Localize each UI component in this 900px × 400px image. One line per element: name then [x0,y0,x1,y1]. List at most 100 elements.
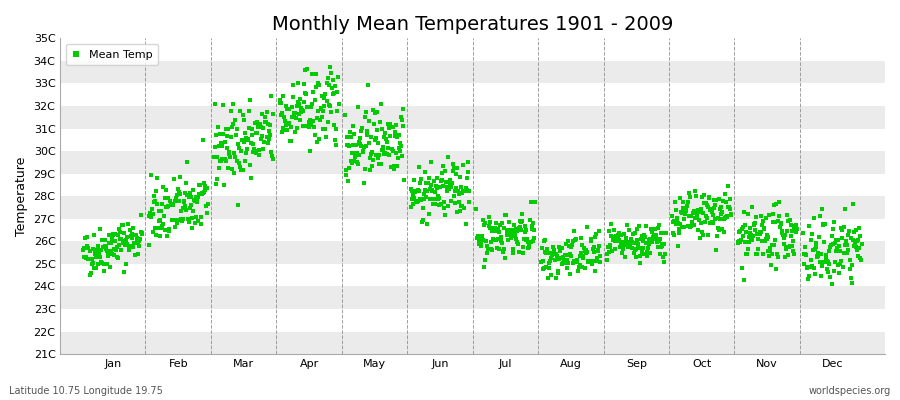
Mean Temp [701,232,716,238]
Mean Temp [849,227,863,233]
Mean Temp [299,91,313,98]
Mean Temp [386,166,400,172]
Mean Temp [307,124,321,130]
Mean Temp [169,220,184,226]
Mean Temp [622,227,636,234]
Mean Temp [104,251,119,257]
Mean Temp [182,219,196,225]
Mean Temp [803,264,817,270]
Mean Temp [484,239,499,246]
Mean Temp [352,152,366,158]
Bar [60,151,885,174]
Mean Temp [471,235,485,242]
Bar [60,61,885,84]
Mean Temp [634,236,648,242]
Mean Temp [155,223,169,229]
Mean Temp [508,230,522,236]
Mean Temp [119,260,133,267]
Mean Temp [592,252,607,259]
Mean Temp [704,206,718,212]
Mean Temp [412,180,427,186]
Mean Temp [388,128,402,135]
Mean Temp [154,208,168,214]
Mean Temp [758,238,772,244]
Mean Temp [162,226,176,232]
Mean Temp [563,251,578,257]
Mean Temp [750,251,764,257]
Mean Temp [845,280,859,286]
Mean Temp [249,119,264,125]
Mean Temp [214,142,229,149]
Mean Temp [541,274,555,281]
Mean Temp [455,189,470,196]
Mean Temp [200,185,214,192]
Mean Temp [379,136,393,142]
Mean Temp [499,212,513,218]
Bar [60,38,885,61]
Mean Temp [706,220,720,226]
Mean Temp [146,229,160,235]
Mean Temp [294,108,309,115]
Mean Temp [182,194,196,200]
Mean Temp [679,211,693,218]
Mean Temp [685,219,699,225]
Mean Temp [318,91,332,98]
Mean Temp [235,137,249,143]
Mean Temp [259,119,274,125]
Mean Temp [735,233,750,240]
Mean Temp [829,248,843,254]
Mean Temp [446,168,460,174]
Mean Temp [546,244,561,250]
Mean Temp [149,200,164,207]
Mean Temp [604,221,618,227]
Mean Temp [736,224,751,230]
Mean Temp [245,126,259,132]
Mean Temp [322,81,337,88]
Mean Temp [428,196,443,202]
Mean Temp [82,256,96,262]
Mean Temp [252,152,266,158]
Mean Temp [601,244,616,251]
Mean Temp [703,207,717,213]
Mean Temp [640,253,654,259]
Mean Temp [300,104,314,110]
Mean Temp [810,254,824,260]
Mean Temp [702,194,716,200]
Mean Temp [426,196,440,202]
Mean Temp [716,198,730,204]
Mean Temp [212,158,227,164]
Mean Temp [171,217,185,224]
Mean Temp [685,221,699,227]
Mean Temp [607,237,621,244]
Mean Temp [184,194,198,200]
Mean Temp [359,142,374,149]
Mean Temp [816,221,831,227]
Mean Temp [653,244,668,250]
Mean Temp [409,198,423,204]
Mean Temp [125,235,140,242]
Mean Temp [143,210,157,217]
Bar [60,106,885,128]
Mean Temp [432,202,446,208]
Mean Temp [221,148,236,155]
Mean Temp [684,223,698,230]
Mean Temp [176,198,191,204]
Mean Temp [681,199,696,206]
Mean Temp [787,238,801,244]
Mean Temp [274,100,288,106]
Mean Temp [702,195,716,201]
Mean Temp [452,199,466,206]
Mean Temp [644,250,658,256]
Mean Temp [216,102,230,108]
Mean Temp [854,256,868,263]
Mean Temp [201,201,215,207]
Mean Temp [638,240,652,246]
Mean Temp [654,230,669,236]
Mean Temp [706,212,720,218]
Mean Temp [212,165,226,171]
Mean Temp [501,226,516,233]
Mean Temp [829,237,843,243]
Mean Temp [250,130,265,136]
Mean Temp [695,194,709,200]
Mean Temp [716,216,731,222]
